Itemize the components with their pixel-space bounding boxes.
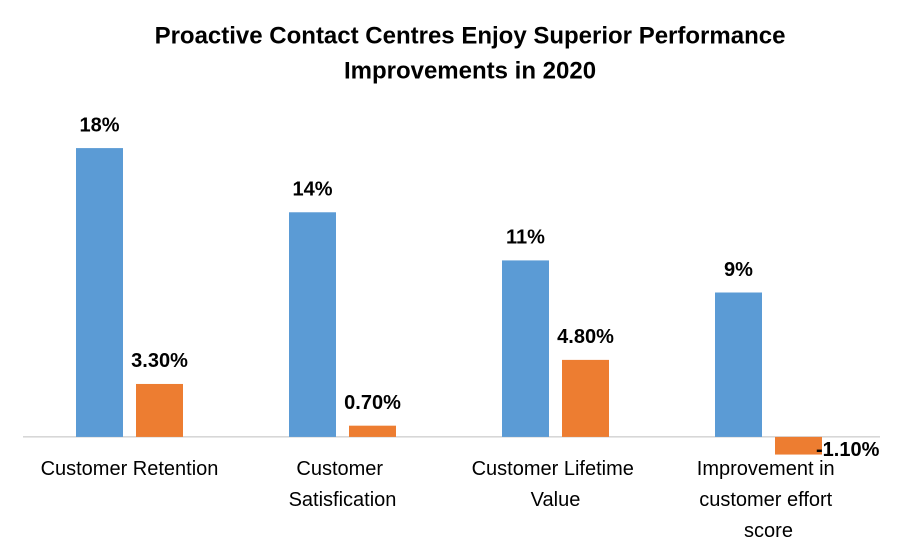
- data-label: 18%: [79, 114, 119, 136]
- data-label: 0.70%: [344, 392, 401, 414]
- bar: [502, 260, 549, 437]
- chart-title: Proactive Contact Centres Enjoy Superior…: [155, 22, 786, 49]
- bar: [136, 383, 183, 437]
- bar: [76, 148, 123, 437]
- x-tick-label: Customer Retention: [41, 458, 219, 480]
- data-label: 9%: [724, 259, 753, 281]
- bar: [349, 425, 396, 437]
- bar: [775, 436, 822, 455]
- data-label: -1.10%: [816, 439, 880, 461]
- x-tick-label: Customer Satisfication: [289, 458, 397, 511]
- x-tick-label: Improvement in customer effort score: [697, 458, 840, 542]
- data-label: 3.30%: [131, 350, 188, 372]
- data-label: 4.80%: [557, 326, 614, 348]
- bar: [715, 292, 762, 437]
- bar: [289, 212, 336, 437]
- chart-title: Improvements in 2020: [344, 57, 596, 84]
- x-tick-label: Customer Lifetime Value: [472, 458, 640, 511]
- data-label: 11%: [506, 227, 545, 249]
- data-label: 14%: [292, 179, 332, 201]
- bar: [562, 359, 609, 437]
